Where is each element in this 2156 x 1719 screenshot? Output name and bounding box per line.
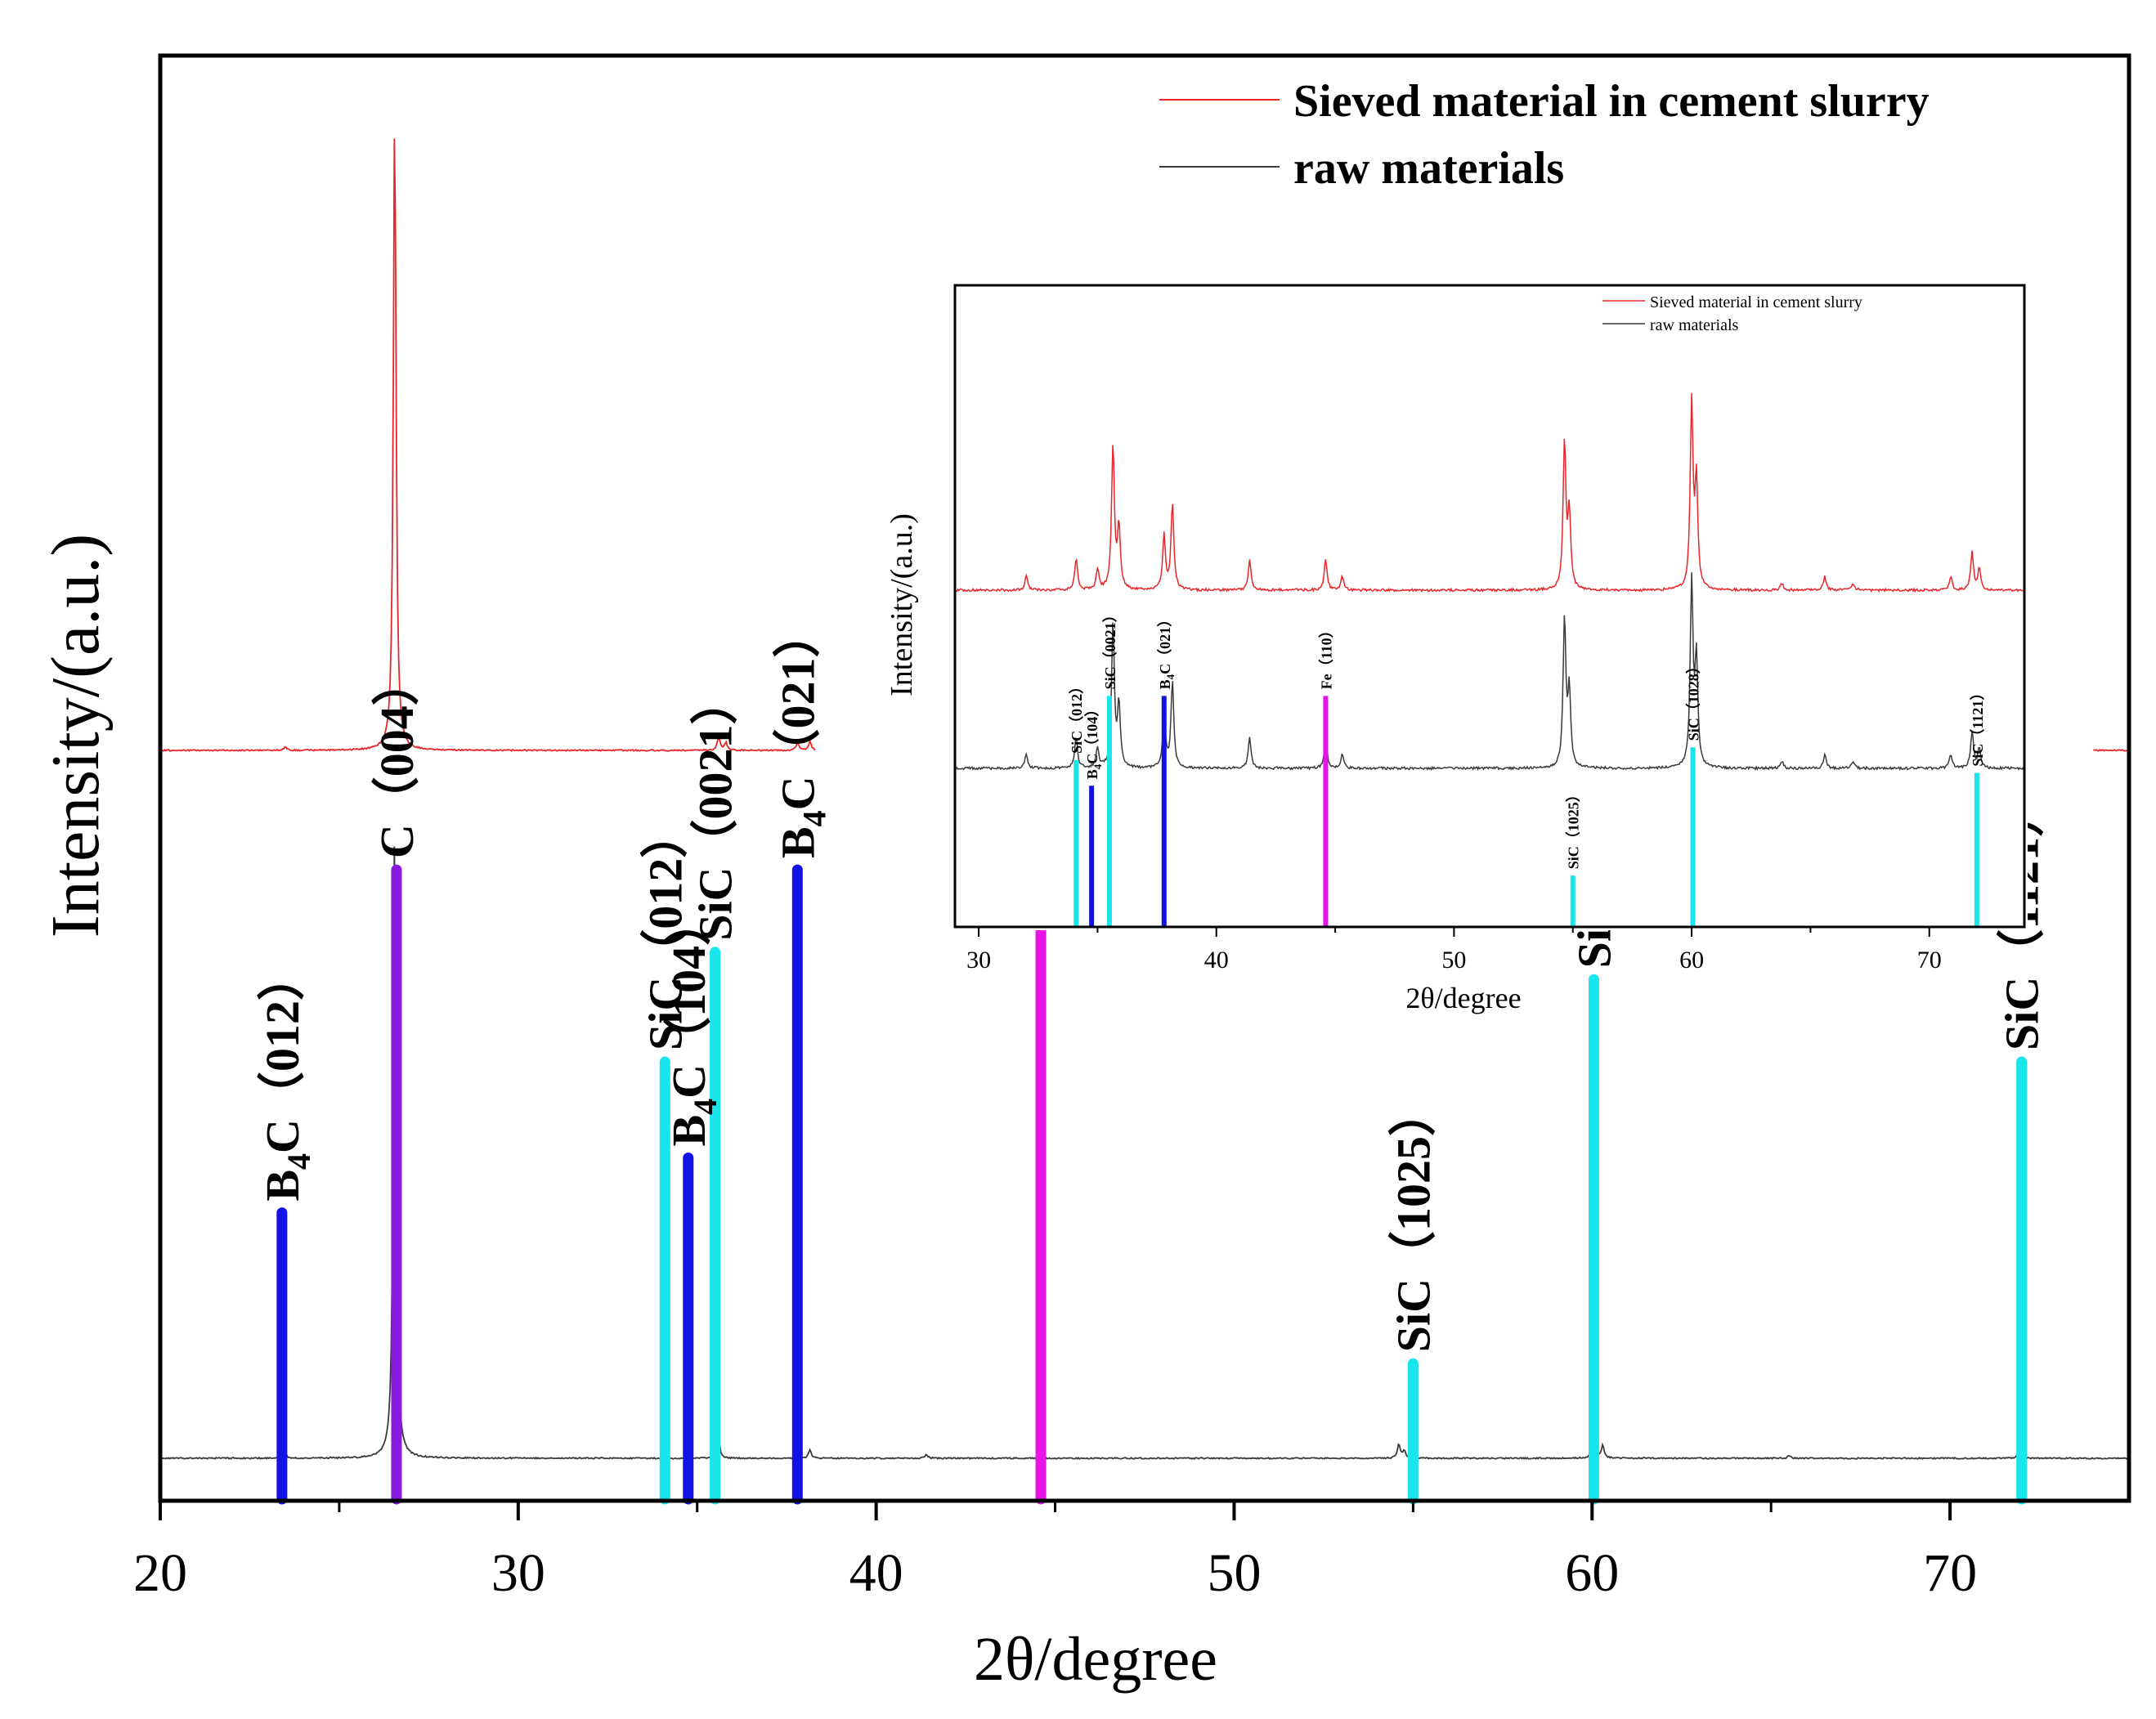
main-legend: Sieved material in cement slurry raw mat… — [1159, 76, 1930, 194]
inset-series-raw-line — [954, 572, 2025, 772]
inset-ref-label-7: SiC（1121） — [1970, 686, 1986, 767]
main-x-tick-label-0: 20 — [133, 1543, 187, 1603]
inset-legend-label-sieved: Sieved material in cement slurry — [1650, 293, 1862, 311]
inset-series-sieved-line — [954, 392, 2025, 593]
inset-plot-frame — [953, 284, 2026, 929]
inset-y-axis-label: Intensity/(a.u.) — [885, 513, 919, 696]
main-series-raw-line — [159, 846, 2129, 1461]
inset-series-sieved — [954, 392, 2025, 593]
inset-x-tick-label-3: 60 — [1679, 947, 1704, 974]
inset-background — [948, 276, 2028, 930]
inset-series-raw — [954, 572, 2025, 772]
main-ref-label-1: C（004） — [370, 658, 424, 858]
legend-label-sieved: Sieved material in cement slurry — [1293, 76, 1930, 127]
main-series-raw — [159, 846, 2129, 1461]
main-x-tick-label-4: 60 — [1565, 1543, 1619, 1603]
inset-x-tick-label-1: 40 — [1204, 947, 1229, 974]
main-y-axis-label: Intensity/(a.u.) — [38, 534, 114, 938]
inset-chart: SiC（012）B4C（104）SiC（0021） B4C（021） Fe（110）… — [885, 276, 2028, 1014]
inset-x-axis-label: 2θ/degree — [1405, 982, 1521, 1014]
main-x-tick-label-1: 30 — [491, 1543, 545, 1603]
inset-x-tick-label-2: 50 — [1441, 947, 1466, 974]
main-ref-label-0: B4C（012） — [256, 953, 317, 1202]
main-series-sieved-line — [159, 138, 816, 752]
inset-ref-label-5: SiC（1025） — [1566, 787, 1582, 869]
inset-x-ticks: 30 40 50 60 70 — [966, 927, 1942, 974]
main-reference-lines — [276, 864, 2028, 1505]
inset-x-tick-label-0: 30 — [966, 947, 991, 974]
main-ref-label-2: SiC（012） — [639, 811, 692, 1050]
main-x-tick-label-3: 50 — [1207, 1543, 1261, 1603]
inset-ref-label-6: SiC（1028） — [1686, 659, 1702, 741]
inset-ref-label-0: SiC（012） — [1069, 679, 1085, 754]
main-x-tick-label-2: 40 — [849, 1543, 903, 1603]
inset-reference-labels: SiC（012）B4C（104）SiC（0021） B4C（021） Fe（110）… — [1069, 607, 1986, 869]
main-ref-label-4: SiC（0021） — [689, 678, 742, 941]
main-series-sieved — [159, 138, 2130, 752]
main-plot-frame — [158, 53, 2131, 1503]
legend-label-raw: raw materials — [1293, 143, 1564, 194]
main-x-axis-label: 2θ/degree — [974, 1625, 1217, 1694]
inset-legend-label-raw: raw materials — [1650, 316, 1738, 334]
inset-x-tick-label-4: 70 — [1917, 947, 1942, 974]
main-x-ticks: 20 30 40 50 60 70 — [133, 1501, 1977, 1603]
inset-legend: Sieved material in cement slurry raw mat… — [1602, 293, 1862, 334]
main-ref-label-7: SiC（1025） — [1387, 1089, 1440, 1352]
inset-reference-lines — [1074, 696, 1979, 926]
inset-ref-label-2: SiC（0021） — [1102, 607, 1118, 689]
main-x-tick-label-5: 70 — [1923, 1543, 1977, 1603]
inset-ref-label-4: Fe（110） — [1318, 623, 1334, 689]
